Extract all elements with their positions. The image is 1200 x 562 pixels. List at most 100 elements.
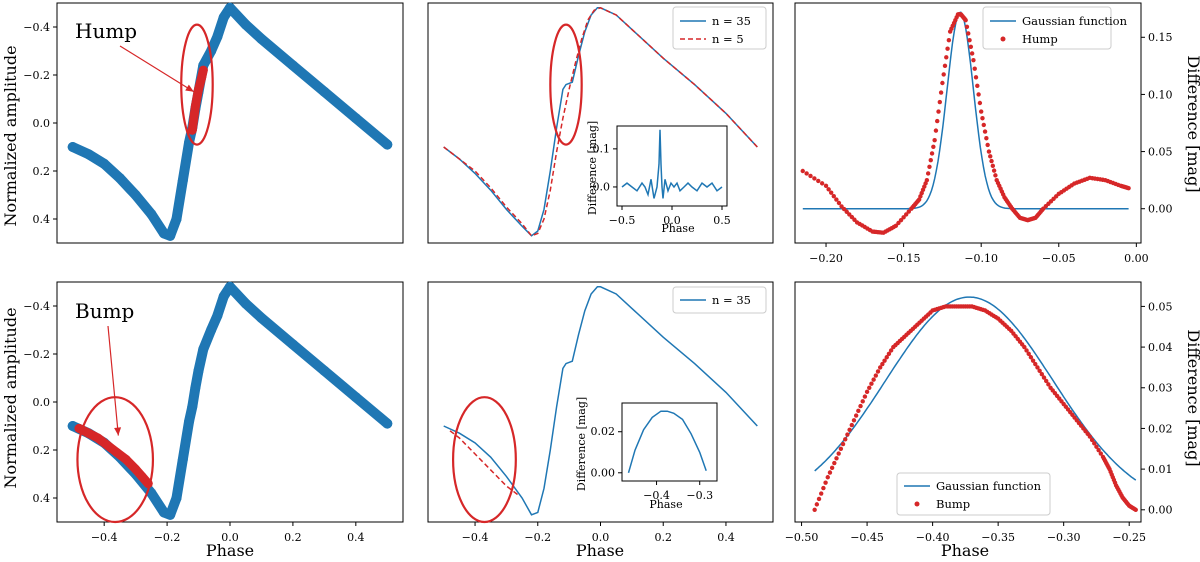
bump-point — [875, 369, 881, 374]
hump-point — [978, 109, 984, 114]
bump-point — [827, 470, 833, 475]
bump-point — [884, 355, 889, 360]
bump-point — [1087, 434, 1093, 439]
ylabel-bottom-right: Difference [mag] — [1184, 329, 1200, 466]
n-5-line — [443, 6, 758, 237]
light-curve-point — [256, 313, 267, 323]
light-curve-point — [198, 344, 209, 355]
bump-point — [843, 437, 848, 442]
hump-point — [993, 173, 998, 178]
bump-point — [821, 485, 826, 491]
x-tick-label: −0.05 — [1042, 252, 1076, 265]
bump-point — [816, 496, 822, 502]
inset-background — [617, 126, 727, 206]
panel-bottom-left: −0.4 −0.2 0.0 0.2 0.4−0.4−0.20.00.20.4 Bump … — [1, 281, 404, 560]
y-tick-label: 0.00 — [591, 466, 616, 479]
p5-inset-frame — [621, 402, 718, 482]
y-tick-label: 0.1 — [593, 142, 611, 155]
hump-point — [991, 168, 997, 173]
light-curve-point — [212, 31, 223, 42]
hump-point — [804, 171, 809, 176]
bump-point — [1033, 361, 1038, 367]
x-tick-label: −0.15 — [887, 252, 921, 265]
n-35-line — [443, 286, 758, 516]
light-curve-point — [171, 214, 182, 224]
inset-ylabel-top: Difference [mag] — [586, 121, 599, 215]
x-tick-label: 0.5 — [713, 214, 731, 227]
bump-point — [840, 441, 846, 447]
ylabel-bottom-left: Normalized amplitude — [1, 307, 20, 488]
bump-annotation: Bump — [75, 299, 134, 323]
bump-point — [1094, 444, 1099, 449]
bump-point — [864, 389, 870, 395]
bump-point — [1028, 355, 1034, 360]
legend-marker-hump — [1000, 36, 1006, 42]
hump-point — [190, 101, 200, 111]
hump-point — [812, 176, 817, 181]
light-curve-point — [187, 401, 198, 412]
bump-point — [845, 432, 850, 437]
hump-point — [936, 109, 941, 114]
x-tick-label: 0.4 — [717, 531, 735, 544]
hump-point — [963, 17, 968, 23]
hump-point — [826, 187, 831, 192]
bump-point — [1096, 447, 1101, 453]
y-tick-label: 0.2 — [33, 444, 51, 457]
bump-point — [836, 451, 841, 456]
hump-point — [990, 163, 996, 169]
panel-bottom-right: −0.50 −0.45 −0.40 −0.35 −0.30 −0.25 0.00 0.01 0.… — [785, 281, 1200, 560]
light-curve-point — [67, 142, 78, 152]
hump-point — [928, 157, 933, 163]
x-tick-label: 0.4 — [347, 531, 365, 544]
x-tick-label: 0.0 — [592, 531, 610, 544]
y-tick-label: 0.0 — [593, 180, 611, 193]
hump-point — [927, 164, 932, 170]
x-tick-label: −0.3 — [686, 489, 713, 502]
light-curve-point — [225, 2, 235, 13]
inset-xlabel-bottom: Phase — [649, 498, 682, 511]
y-tick-label: 0.0 — [33, 396, 51, 409]
hump-point — [931, 144, 936, 150]
y-tick-label: −0.2 — [23, 348, 50, 361]
y-tick-label: 0.0 — [33, 117, 51, 130]
x-tick-label: 0.0 — [221, 531, 239, 544]
hump-point — [964, 24, 970, 30]
hump-point — [800, 168, 805, 174]
bump-point — [869, 381, 874, 386]
hump-point — [973, 75, 979, 80]
hump-point — [968, 44, 974, 50]
hump-point — [969, 51, 975, 56]
legend-n5: n = 5 — [712, 32, 744, 46]
hump-point — [823, 183, 829, 189]
light-curve-point — [319, 365, 330, 376]
y-tick-label: 0.4 — [33, 213, 51, 226]
hump-point — [980, 116, 985, 121]
legend-n35: n = 35 — [712, 14, 751, 28]
bump-point — [1041, 375, 1047, 380]
hump-point — [808, 173, 813, 179]
light-curve-point — [165, 509, 176, 520]
highlight-ellipse — [451, 396, 517, 524]
annotation-arrow — [119, 45, 195, 93]
hump-point — [906, 209, 911, 214]
bump-point — [1026, 351, 1031, 357]
x-tick-label: −0.25 — [1112, 531, 1146, 544]
light-curve-point — [83, 149, 94, 160]
y-tick-label: 0.00 — [1148, 203, 1173, 216]
bump-point — [849, 422, 854, 428]
hump-point — [933, 128, 939, 133]
bump-point — [871, 377, 876, 382]
ylabel-top-right: Difference [mag] — [1184, 55, 1200, 192]
ylabel-top-left: Normalized amplitude — [1, 45, 20, 226]
bump-point — [814, 502, 820, 507]
inset-ylabel-bottom: Difference [mag] — [575, 397, 588, 491]
hump-point — [1126, 185, 1131, 191]
light-curve-point — [382, 139, 393, 150]
bump-point — [838, 446, 844, 451]
hump-annotation: Hump — [75, 19, 137, 43]
x-tick-label: 0.00 — [1124, 252, 1149, 265]
legend-top-middle: n = 35 n = 5 — [672, 6, 767, 50]
hump-point — [966, 31, 971, 36]
p6-axes-frame — [794, 281, 1142, 523]
bump-point — [819, 491, 824, 496]
